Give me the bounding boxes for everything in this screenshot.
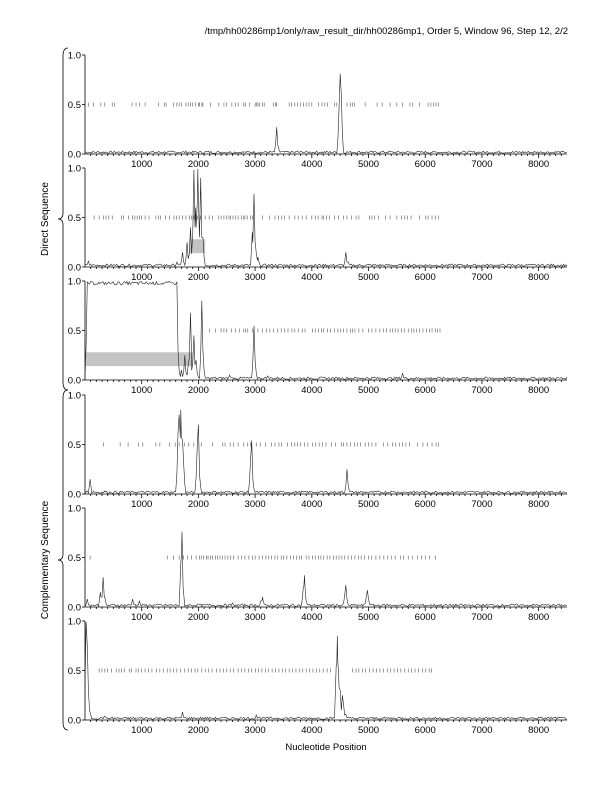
panel-2: 0.0 0.5 1.0 1000 2000 3000 4000 5000 6000 7000 800… (68, 164, 568, 283)
x-tick-label: 5000 (358, 499, 379, 510)
x-tick-label: 2000 (188, 612, 209, 623)
x-tick-label: 6000 (415, 725, 436, 736)
direct-sequence-label: Direct Sequence (40, 182, 51, 256)
complementary-sequence-bracket (57, 389, 69, 731)
x-tick-label: 7000 (471, 272, 492, 283)
x-tick-label: 2000 (188, 385, 209, 396)
x-tick-label: 2000 (188, 725, 209, 736)
x-tick-label: 4000 (301, 499, 322, 510)
y-tick-label: 0.5 (68, 666, 81, 677)
panel-1: 0.0 0.5 1.0 1000 2000 3000 4000 5000 6000 7000 800… (68, 51, 568, 170)
x-axis-label: Nucleotide Position (285, 742, 366, 753)
x-tick-label: 2000 (188, 499, 209, 510)
x-tick-label: 5000 (358, 725, 379, 736)
y-tick-label: 0.0 (68, 716, 81, 727)
highlight-band (86, 352, 193, 367)
y-tick-label: 1.0 (68, 51, 81, 62)
panel-3: 0.0 0.5 1.0 1000 2000 3000 4000 5000 6000 7000 800… (68, 277, 568, 396)
y-tick-label: 0.5 (68, 213, 81, 224)
y-tick-label: 1.0 (68, 504, 81, 515)
x-tick-label: 3000 (245, 725, 266, 736)
x-tick-label: 6000 (415, 385, 436, 396)
x-tick-label: 2000 (188, 272, 209, 283)
panel-6: 0.0 0.5 1.0 1000 2000 3000 4000 5000 6000 7000 800… (68, 617, 568, 736)
y-tick-label: 0.5 (68, 553, 81, 564)
x-tick-label: 5000 (358, 159, 379, 170)
x-tick-label: 1000 (131, 159, 152, 170)
panel-4: 0.0 0.5 1.0 1000 2000 3000 4000 5000 6000 7000 800… (68, 391, 568, 510)
y-tick-label: 0.0 (68, 376, 81, 387)
panel-5: 0.0 0.5 1.0 1000 2000 3000 4000 5000 6000 7000 800… (68, 504, 568, 623)
x-tick-label: 4000 (301, 385, 322, 396)
x-tick-label: 8000 (528, 725, 549, 736)
x-tick-label: 7000 (471, 385, 492, 396)
x-tick-label: 3000 (245, 612, 266, 623)
y-tick-label: 1.0 (68, 617, 81, 628)
x-tick-label: 1000 (131, 385, 152, 396)
x-tick-label: 6000 (415, 612, 436, 623)
series-line (84, 621, 568, 720)
x-tick-label: 3000 (245, 385, 266, 396)
x-tick-label: 6000 (415, 499, 436, 510)
x-tick-label: 6000 (415, 159, 436, 170)
series-line (84, 73, 568, 154)
x-tick-label: 3000 (245, 159, 266, 170)
x-tick-label: 3000 (245, 499, 266, 510)
y-tick-label: 0.0 (68, 150, 81, 161)
figure-title: /tmp/hh00286mp1/only/raw_result_dir/hh00… (204, 26, 568, 37)
chart-panels: 0.0 0.5 1.0 1000 2000 3000 4000 5000 6000 7000 800… (68, 51, 568, 736)
x-tick-label: 7000 (471, 499, 492, 510)
x-tick-label: 1000 (131, 272, 152, 283)
series-line (84, 168, 568, 267)
series-line (84, 280, 568, 381)
x-tick-label: 4000 (301, 159, 322, 170)
y-tick-label: 0.5 (68, 100, 81, 111)
x-tick-label: 7000 (471, 725, 492, 736)
series-line (84, 531, 568, 608)
x-tick-label: 8000 (528, 499, 549, 510)
series-line (84, 409, 568, 495)
x-tick-label: 7000 (471, 612, 492, 623)
x-tick-label: 8000 (528, 159, 549, 170)
y-tick-label: 0.5 (68, 326, 81, 337)
y-tick-label: 0.5 (68, 440, 81, 451)
direct-sequence-bracket (57, 47, 69, 391)
x-tick-label: 5000 (358, 385, 379, 396)
x-tick-label: 2000 (188, 159, 209, 170)
x-tick-label: 7000 (471, 159, 492, 170)
complementary-sequence-label: Complementary Sequence (40, 500, 51, 619)
x-tick-label: 4000 (301, 612, 322, 623)
x-tick-label: 8000 (528, 272, 549, 283)
x-tick-label: 3000 (245, 272, 266, 283)
x-tick-label: 1000 (131, 725, 152, 736)
highlight-band (189, 239, 206, 254)
x-tick-label: 6000 (415, 272, 436, 283)
group-brackets: Direct Sequence Complementary Sequence (40, 47, 69, 731)
x-tick-label: 5000 (358, 272, 379, 283)
x-tick-label: 1000 (131, 612, 152, 623)
x-tick-label: 1000 (131, 499, 152, 510)
y-tick-label: 0.0 (68, 603, 81, 614)
y-tick-label: 1.0 (68, 164, 81, 175)
y-tick-label: 0.0 (68, 490, 81, 501)
y-tick-label: 1.0 (68, 391, 81, 402)
x-tick-label: 4000 (301, 272, 322, 283)
y-tick-label: 0.0 (68, 263, 81, 274)
x-tick-label: 4000 (301, 725, 322, 736)
y-tick-label: 1.0 (68, 277, 81, 288)
x-tick-label: 5000 (358, 612, 379, 623)
x-tick-label: 8000 (528, 385, 549, 396)
x-tick-label: 8000 (528, 612, 549, 623)
